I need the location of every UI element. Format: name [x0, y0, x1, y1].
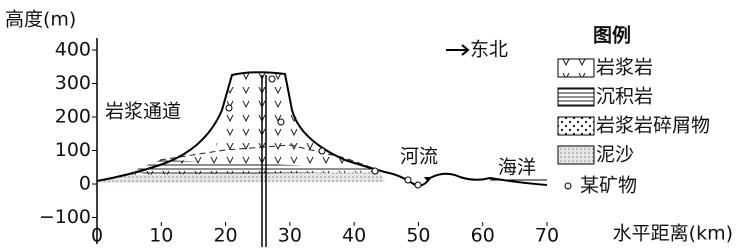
x-tick-label: 50 — [406, 225, 430, 247]
sea-label: 海洋 — [498, 157, 536, 179]
legend-item: 岩浆岩碎屑物 — [596, 115, 710, 137]
direction-label: 东北 — [470, 39, 508, 61]
y-tick-label: 400 — [55, 39, 91, 61]
diagram: 高度(m) 水平距离(km) 4003002001000−10001020304… — [0, 0, 739, 247]
legend-swatch — [558, 59, 594, 77]
direction-arrow — [446, 45, 468, 55]
legend-title: 图例 — [593, 24, 631, 47]
legend-swatch — [565, 183, 571, 189]
y-tick-label: 300 — [55, 72, 91, 94]
legend-swatch — [558, 117, 594, 135]
x-tick-label: 40 — [342, 225, 366, 247]
x-tick-label: 70 — [535, 225, 559, 247]
legend-item: 沉积岩 — [596, 86, 653, 108]
y-tick-label: 200 — [55, 106, 91, 128]
x-tick-label: 10 — [149, 225, 173, 247]
profile — [97, 72, 547, 247]
y-tick-label: 0 — [79, 173, 91, 195]
y-tick-label: −100 — [39, 206, 91, 228]
x-tick-label: 60 — [471, 225, 495, 247]
x-axis-label: 水平距离(km) — [613, 223, 733, 245]
legend-item: 某矿物 — [580, 175, 637, 197]
legend-item: 泥沙 — [596, 144, 634, 166]
y-axis-label: 高度(m) — [5, 9, 76, 31]
x-tick-label: 30 — [278, 225, 302, 247]
conduit-label: 岩浆通道 — [105, 101, 181, 123]
river-label: 河流 — [400, 146, 438, 168]
y-tick-label: 100 — [55, 139, 91, 161]
legend-item: 岩浆岩 — [596, 57, 653, 79]
x-tick-label: 20 — [213, 225, 237, 247]
legend-swatch — [558, 88, 594, 106]
legend-swatch — [558, 146, 594, 164]
